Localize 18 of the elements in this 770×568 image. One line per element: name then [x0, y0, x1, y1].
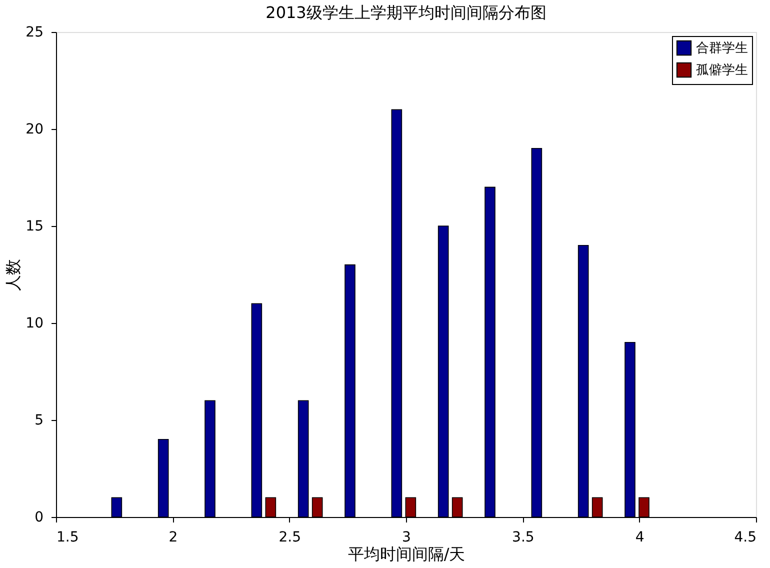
y-tick-label: 20	[26, 122, 44, 138]
x-tick-label: 3.5	[512, 530, 534, 546]
x-tick-label: 4.5	[734, 530, 756, 546]
x-axis-title: 平均时间间隔/天	[348, 544, 466, 564]
y-tick-label: 15	[26, 218, 44, 234]
x-tick-label: 1.5	[56, 530, 79, 546]
y-tick-label: 25	[26, 24, 44, 40]
x-tick-label: 2	[168, 530, 178, 546]
x-tick-label: 3	[402, 530, 411, 546]
y-axis-title: 人数	[4, 259, 23, 291]
x-tick-label: 4	[635, 530, 644, 546]
y-tick-label: 10	[26, 316, 44, 332]
y-tick-label: 0	[34, 510, 44, 526]
chart-title: 2013级学生上学期平均时间间隔分布图	[266, 3, 546, 22]
y-tick-label: 5	[34, 412, 44, 428]
legend-label: 合群学生	[696, 41, 748, 56]
x-tick-label: 2.5	[278, 530, 301, 546]
legend-label: 孤僻学生	[696, 63, 748, 78]
